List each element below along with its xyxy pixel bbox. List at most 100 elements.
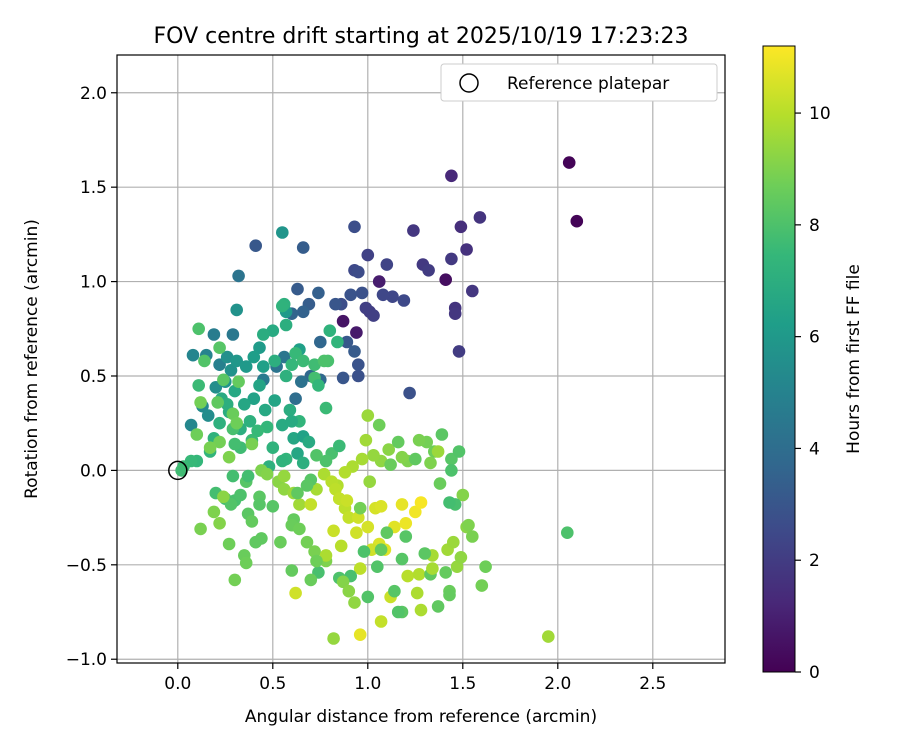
data-point bbox=[374, 500, 388, 513]
data-point bbox=[279, 318, 293, 332]
data-point bbox=[296, 456, 310, 470]
data-point bbox=[226, 328, 240, 341]
data-point bbox=[372, 275, 386, 288]
data-point bbox=[203, 441, 217, 455]
data-point bbox=[561, 526, 574, 539]
y-tick-label: −0.5 bbox=[66, 556, 107, 576]
data-point bbox=[239, 360, 253, 373]
legend-label: Reference platepar bbox=[507, 74, 669, 94]
data-point bbox=[443, 588, 456, 602]
data-point bbox=[220, 398, 234, 411]
data-point bbox=[448, 307, 462, 321]
data-point bbox=[359, 433, 373, 447]
data-point bbox=[198, 354, 211, 368]
data-point bbox=[304, 573, 318, 587]
data-point bbox=[407, 224, 420, 237]
data-point bbox=[310, 554, 323, 568]
data-point bbox=[274, 535, 287, 549]
data-point bbox=[310, 483, 323, 496]
data-point bbox=[258, 403, 272, 417]
data-point bbox=[276, 226, 289, 239]
data-point bbox=[184, 418, 198, 432]
data-point bbox=[473, 211, 487, 224]
data-point bbox=[285, 358, 299, 372]
data-point bbox=[302, 435, 316, 449]
data-point bbox=[296, 305, 310, 319]
x-tick-label: 2.0 bbox=[544, 674, 571, 694]
data-point bbox=[399, 517, 413, 530]
data-point bbox=[414, 496, 428, 509]
data-point bbox=[230, 303, 243, 317]
scatter-points bbox=[175, 156, 584, 645]
data-point bbox=[376, 288, 390, 302]
y-tick-label: 0.0 bbox=[80, 461, 107, 481]
data-point bbox=[283, 403, 297, 417]
data-point bbox=[222, 537, 236, 551]
data-point bbox=[443, 496, 456, 509]
data-point bbox=[190, 428, 204, 441]
data-point bbox=[308, 545, 321, 558]
data-point bbox=[445, 169, 458, 183]
data-point bbox=[293, 522, 306, 536]
data-point bbox=[279, 369, 293, 383]
data-point bbox=[238, 398, 251, 411]
data-point bbox=[287, 432, 301, 445]
data-point bbox=[424, 456, 437, 470]
data-point bbox=[266, 441, 280, 455]
legend-box bbox=[440, 63, 718, 102]
data-point bbox=[353, 628, 367, 641]
x-tick-label: 2.5 bbox=[639, 674, 666, 694]
data-point bbox=[361, 248, 375, 262]
data-point bbox=[361, 409, 375, 422]
data-point bbox=[336, 575, 350, 589]
data-point bbox=[409, 452, 422, 466]
data-point bbox=[224, 364, 238, 377]
y-tick-label: −1.0 bbox=[66, 650, 107, 670]
data-point bbox=[253, 341, 266, 355]
data-point bbox=[312, 379, 325, 392]
data-point bbox=[296, 354, 310, 368]
data-point bbox=[372, 418, 386, 432]
data-point bbox=[329, 297, 342, 311]
data-point bbox=[384, 458, 397, 472]
data-point bbox=[363, 475, 377, 489]
colorbar-tick-label: 10 bbox=[809, 104, 831, 124]
colorbar-tick-label: 8 bbox=[809, 216, 820, 236]
data-point bbox=[234, 488, 247, 502]
data-point bbox=[338, 466, 352, 479]
y-tick-label: 2.0 bbox=[80, 84, 107, 104]
data-point bbox=[285, 564, 299, 577]
data-point bbox=[431, 445, 445, 458]
data-point bbox=[300, 479, 314, 492]
data-point bbox=[352, 265, 365, 279]
data-point bbox=[230, 354, 243, 368]
data-point bbox=[207, 505, 221, 519]
data-point bbox=[333, 439, 346, 453]
data-point bbox=[350, 326, 363, 339]
data-point bbox=[217, 373, 230, 387]
data-point bbox=[213, 435, 226, 449]
data-point bbox=[374, 543, 388, 556]
data-point bbox=[308, 358, 321, 372]
data-point bbox=[289, 586, 302, 600]
data-point bbox=[475, 579, 489, 592]
data-point bbox=[310, 449, 323, 462]
data-point bbox=[323, 324, 337, 338]
data-point bbox=[353, 562, 367, 575]
data-point bbox=[342, 511, 356, 524]
data-point bbox=[340, 494, 354, 507]
data-point bbox=[277, 483, 291, 496]
data-point bbox=[245, 437, 259, 451]
data-point bbox=[460, 243, 473, 256]
data-point bbox=[304, 498, 318, 511]
data-point bbox=[367, 449, 380, 462]
y-axis-ticks: −1.0 −0.5 0.0 0.5 1.0 1.5 2.0 bbox=[66, 84, 117, 670]
colorbar-ticks: 0 2 4 6 8 10 bbox=[795, 104, 831, 683]
data-point bbox=[232, 375, 245, 389]
data-point bbox=[230, 416, 243, 430]
data-point bbox=[276, 454, 289, 468]
data-point bbox=[327, 524, 340, 538]
data-point bbox=[395, 450, 409, 464]
data-point bbox=[352, 511, 365, 524]
